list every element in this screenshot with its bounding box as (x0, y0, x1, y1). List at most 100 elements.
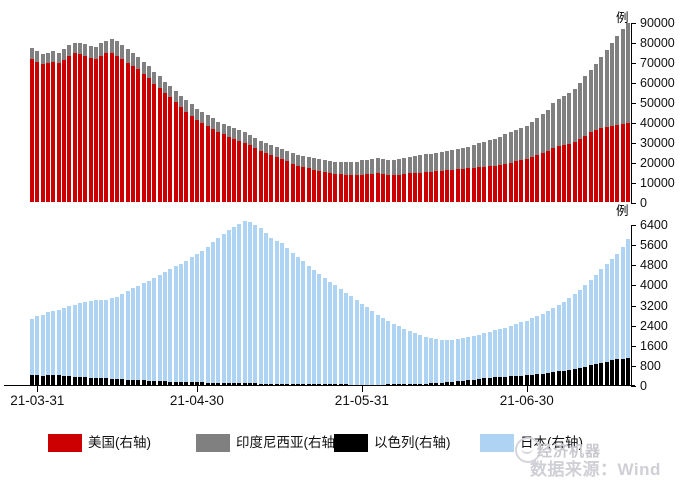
bar-segment-upper (152, 278, 156, 381)
bar (280, 149, 284, 202)
bar-segment-lower (557, 371, 561, 385)
x-axis-tick (527, 386, 528, 392)
bar (589, 70, 593, 202)
bar-segment-lower (498, 377, 502, 385)
bar-segment-upper (158, 76, 162, 87)
bar-segment-upper (466, 337, 470, 380)
bar (355, 300, 359, 385)
bar (541, 114, 545, 202)
bar-segment-upper (104, 41, 108, 54)
bar-segment-upper (589, 280, 593, 366)
y-axis-tick (631, 285, 636, 286)
bar-segment-lower (147, 78, 151, 202)
legend-swatch (48, 434, 82, 452)
y-axis-tick (631, 143, 636, 144)
bar (35, 51, 39, 202)
bar-segment-upper (35, 316, 39, 375)
bar (503, 134, 507, 202)
bar-segment-upper (418, 155, 422, 172)
bar-segment-lower (41, 376, 45, 385)
bar-segment-lower (583, 367, 587, 385)
bar (397, 326, 401, 385)
bar (434, 339, 438, 385)
x-axis-tick (362, 386, 363, 392)
bar (163, 82, 167, 203)
bar (216, 238, 220, 385)
bar (168, 269, 172, 385)
bar (429, 154, 433, 202)
bar (578, 290, 582, 386)
bar (472, 145, 476, 202)
bar-segment-upper (179, 96, 183, 107)
bar (269, 238, 273, 385)
bar (243, 132, 247, 202)
bar-segment-lower (30, 375, 34, 385)
bar-segment-upper (482, 142, 486, 167)
bar-segment-upper (610, 259, 614, 361)
bar-segment-lower (296, 166, 300, 202)
bar-segment-upper (386, 160, 390, 175)
bar (136, 286, 140, 385)
bar (333, 285, 337, 385)
bar-segment-upper (339, 289, 343, 385)
bar (237, 224, 241, 385)
bar (323, 278, 327, 385)
bar-segment-upper (551, 103, 555, 148)
bar-segment-upper (131, 288, 135, 379)
bar (46, 312, 50, 385)
bar-segment-upper (610, 43, 614, 126)
bar-segment-lower (535, 374, 539, 385)
bar-segment-lower (546, 151, 550, 202)
y-axis-tick-label: 80000 (640, 37, 675, 50)
bar (551, 103, 555, 202)
bar-segment-upper (110, 39, 114, 53)
bar (381, 318, 385, 385)
bar-segment-lower (73, 53, 77, 202)
bar (482, 333, 486, 385)
bar (158, 76, 162, 202)
bar-segment-lower (493, 166, 497, 202)
bar-segment-lower (626, 358, 630, 385)
bar-segment-upper (509, 326, 513, 376)
bar-segment-upper (381, 318, 385, 385)
bar (376, 315, 380, 385)
bar-segment-lower (535, 155, 539, 202)
bar (360, 304, 364, 385)
bar-segment-lower (243, 143, 247, 202)
bar-segment-upper (89, 301, 93, 378)
bar-segment-lower (477, 167, 481, 202)
y-axis-tick-label: 1600 (640, 340, 668, 353)
bar (386, 321, 390, 385)
bar-segment-lower (211, 129, 215, 202)
bar (41, 315, 45, 385)
bar-segment-lower (136, 69, 140, 202)
bar (243, 221, 247, 385)
legend-swatch (334, 434, 368, 452)
bar (450, 340, 454, 385)
bar-segment-upper (110, 298, 114, 378)
bar (301, 156, 305, 202)
bar-segment-upper (381, 159, 385, 174)
bar-segment-upper (599, 269, 603, 362)
y-axis-tick (631, 306, 636, 307)
bar-segment-upper (370, 159, 374, 174)
bar (83, 44, 87, 202)
bar-segment-upper (429, 338, 433, 383)
bar (440, 340, 444, 385)
bar (317, 159, 321, 202)
bar-segment-lower (610, 360, 614, 385)
bar-segment-lower (333, 174, 337, 202)
bar-segment-upper (573, 89, 577, 142)
bar (211, 242, 215, 385)
bar-segment-upper (291, 153, 295, 163)
bar-segment-upper (605, 264, 609, 362)
bar (418, 335, 422, 385)
bar-segment-upper (493, 139, 497, 166)
bar-segment-upper (376, 315, 380, 385)
bar-segment-upper (626, 239, 630, 358)
bar (546, 311, 550, 385)
bar (78, 303, 82, 385)
bar-segment-lower (232, 139, 236, 202)
bar (370, 311, 374, 385)
bar-segment-lower (35, 62, 39, 202)
